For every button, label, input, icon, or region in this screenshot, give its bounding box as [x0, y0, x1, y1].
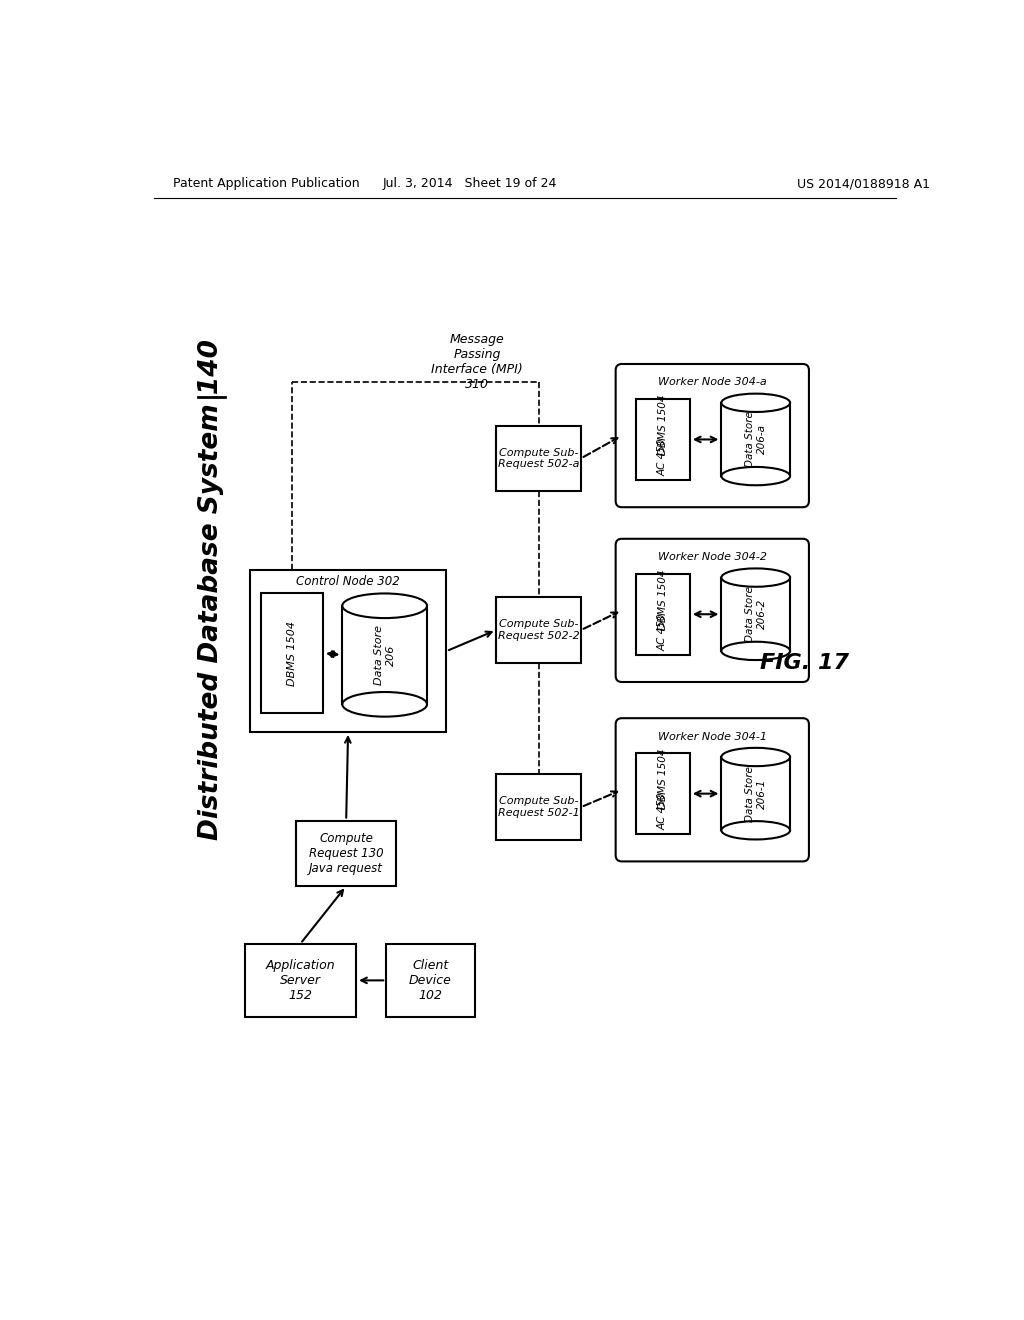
- Text: FIG. 17: FIG. 17: [760, 653, 849, 673]
- Text: Distributed Database System 140: Distributed Database System 140: [199, 339, 224, 840]
- Bar: [245, 944, 356, 1016]
- Text: Patent Application Publication: Patent Application Publication: [173, 177, 359, 190]
- Bar: [261, 594, 323, 713]
- Text: Compute Sub-
Request 502-2: Compute Sub- Request 502-2: [498, 619, 580, 640]
- Text: Jul. 3, 2014   Sheet 19 of 24: Jul. 3, 2014 Sheet 19 of 24: [382, 177, 557, 190]
- Text: Client
Device
102: Client Device 102: [409, 958, 452, 1002]
- Text: AC 450: AC 450: [657, 793, 668, 830]
- Text: AC 450: AC 450: [657, 438, 668, 477]
- Ellipse shape: [342, 594, 427, 618]
- Bar: [296, 821, 396, 886]
- Text: DBMS 1504: DBMS 1504: [657, 395, 668, 455]
- Text: Control Node 302: Control Node 302: [296, 574, 400, 587]
- Ellipse shape: [721, 569, 791, 587]
- Bar: [721, 578, 791, 651]
- Bar: [342, 606, 427, 705]
- Ellipse shape: [721, 748, 791, 766]
- Text: DBMS 1504: DBMS 1504: [657, 569, 668, 630]
- Bar: [721, 756, 791, 830]
- Text: Message
Passing
Interface (MPI)
310: Message Passing Interface (MPI) 310: [431, 334, 523, 392]
- Bar: [497, 425, 581, 491]
- Bar: [721, 403, 791, 477]
- Ellipse shape: [721, 821, 791, 840]
- Ellipse shape: [721, 393, 791, 412]
- Text: AC 450: AC 450: [657, 614, 668, 651]
- Bar: [497, 775, 581, 840]
- Text: Data Store
206-a: Data Store 206-a: [744, 412, 767, 467]
- Text: DBMS 1504: DBMS 1504: [657, 748, 668, 809]
- Bar: [636, 574, 690, 655]
- Text: Application
Server
152: Application Server 152: [265, 958, 335, 1002]
- Text: Worker Node 304-1: Worker Node 304-1: [657, 731, 767, 742]
- Bar: [636, 399, 690, 480]
- Ellipse shape: [721, 467, 791, 486]
- Bar: [497, 597, 581, 663]
- Text: Compute
Request 130
Java request: Compute Request 130 Java request: [309, 832, 383, 875]
- Text: Data Store
206: Data Store 206: [374, 626, 395, 685]
- Bar: [250, 570, 446, 733]
- Text: Data Store
206-1: Data Store 206-1: [744, 766, 767, 821]
- Text: Data Store
206-2: Data Store 206-2: [744, 586, 767, 642]
- Text: DBMS 1504: DBMS 1504: [288, 620, 297, 685]
- Ellipse shape: [721, 642, 791, 660]
- Text: Worker Node 304-2: Worker Node 304-2: [657, 552, 767, 562]
- Text: Compute Sub-
Request 502-a: Compute Sub- Request 502-a: [498, 447, 580, 469]
- Bar: [636, 754, 690, 834]
- Text: Worker Node 304-a: Worker Node 304-a: [658, 378, 767, 388]
- FancyBboxPatch shape: [615, 539, 809, 682]
- FancyBboxPatch shape: [615, 364, 809, 507]
- Text: Compute Sub-
Request 502-1: Compute Sub- Request 502-1: [498, 796, 580, 818]
- Bar: [386, 944, 475, 1016]
- Ellipse shape: [342, 692, 427, 717]
- FancyBboxPatch shape: [615, 718, 809, 862]
- Text: US 2014/0188918 A1: US 2014/0188918 A1: [797, 177, 930, 190]
